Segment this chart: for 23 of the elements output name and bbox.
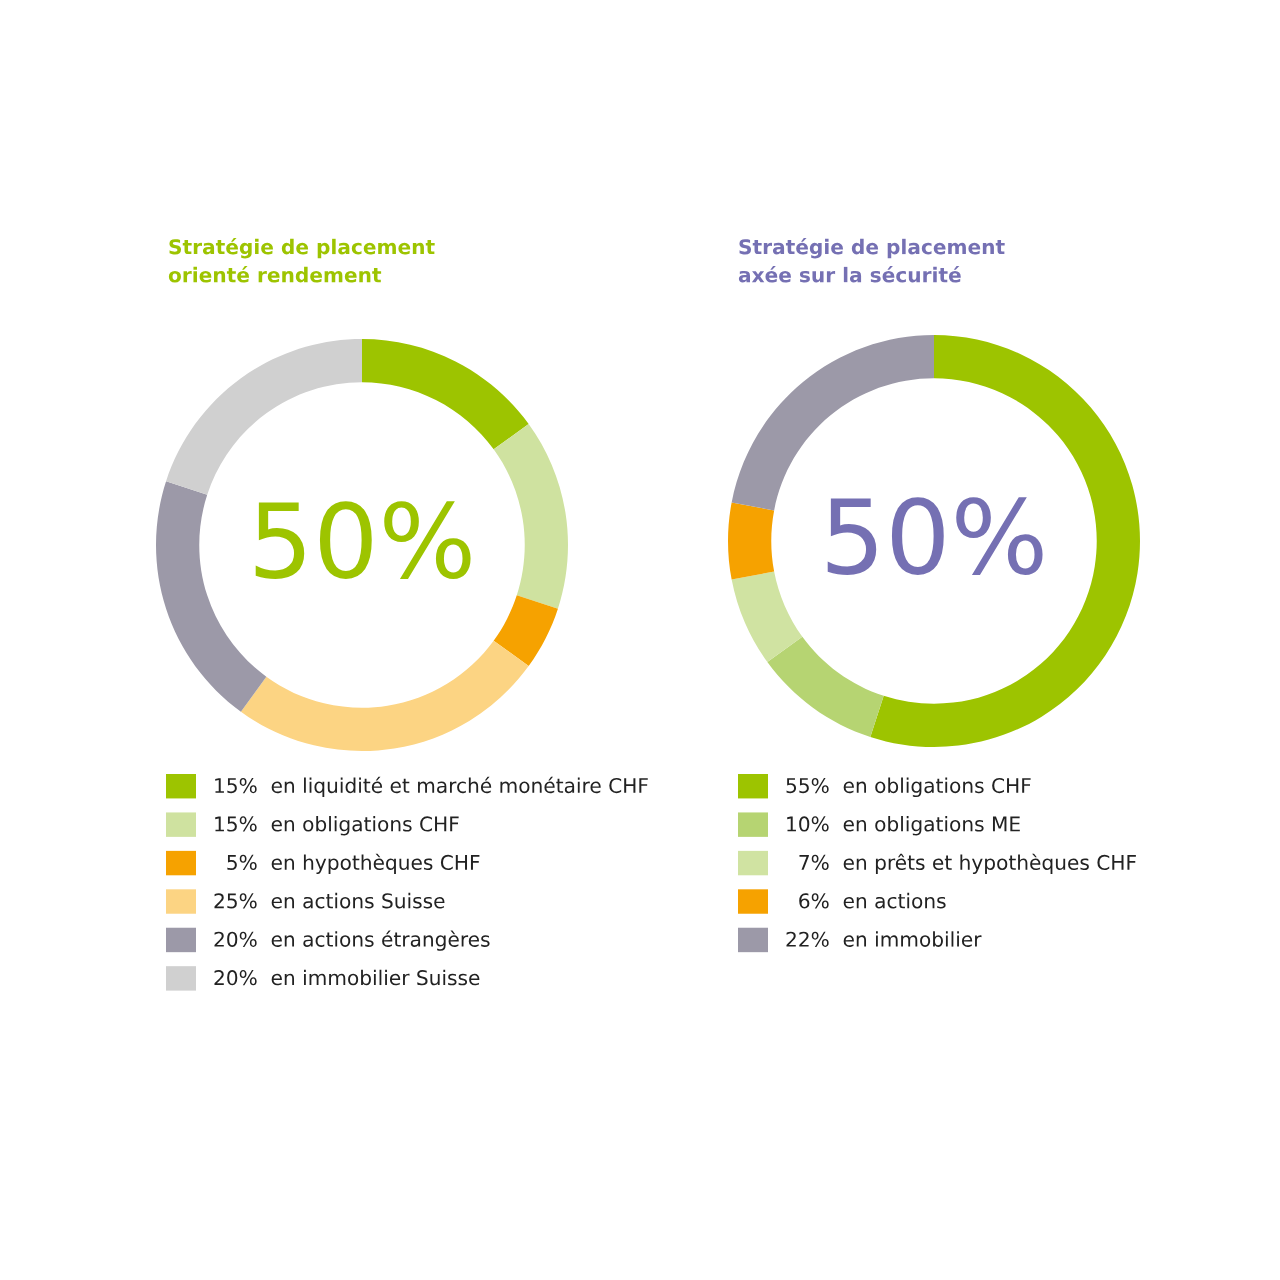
legend-label: 20% en actions étrangères [214, 930, 490, 951]
donut-slice [362, 339, 529, 450]
chart-title: Stratégie de placement axée sur la sécurité [738, 238, 1005, 283]
text: 50% [827, 497, 1043, 575]
chart-title: Stratégie de placement orienté rendement [168, 238, 435, 283]
legend-label: 55% en obligations CHF [786, 777, 1031, 798]
legend-label: 10% en obligations ME [787, 816, 1020, 836]
legend-label: 15% en liquidité et marché monétaire CHF [215, 776, 648, 798]
donut-slice [493, 423, 568, 609]
text: 50% [255, 501, 471, 579]
legend-label: 20% en immobilier Suisse [214, 969, 480, 986]
donut-slice [166, 339, 362, 495]
legend-label: 6% en actions [799, 892, 946, 909]
legend-label: 7% en prêts et hypothèques CHF [799, 853, 1136, 874]
donut-slice [493, 595, 558, 667]
donut-slice [731, 571, 803, 663]
donut-slice [728, 502, 775, 580]
legend-label: 22% en immobilier [786, 931, 982, 947]
legend-label: 5% en hypothèques CHF [227, 853, 480, 874]
donut-slice [240, 640, 529, 751]
legend-label: 25% en actions Suisse [214, 892, 445, 909]
donut-slice [767, 636, 884, 737]
legend-label: 15% en obligations CHF [215, 816, 459, 836]
